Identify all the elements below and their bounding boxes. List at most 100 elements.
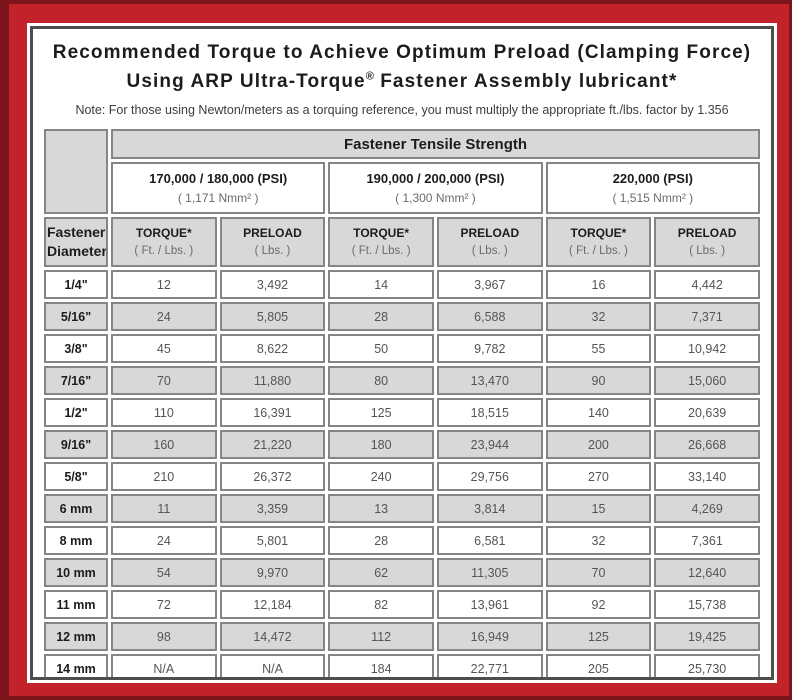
preload-value-cell: 21,220 xyxy=(219,430,326,459)
nmm-label: ( 1,171 Nmm² ) xyxy=(177,191,259,206)
preload-value-cell: 4,269 xyxy=(654,494,760,523)
psi-group-190-200: 190,000 / 200,000 (PSI) ( 1,300 Nmm² ) xyxy=(328,162,543,214)
torque-value-cell: 160 xyxy=(111,430,217,459)
torque-value-cell: 110 xyxy=(111,398,217,427)
preload-value-cell: 29,756 xyxy=(436,462,543,491)
torque-value-cell: 92 xyxy=(545,590,652,619)
torque-value-cell: 62 xyxy=(328,558,434,587)
fastener-diameter-cell: 7/16" xyxy=(44,366,108,395)
torque-value-cell: 72 xyxy=(111,590,217,619)
preload-value-cell: 22,771 xyxy=(436,654,543,677)
torque-value-cell: N/A xyxy=(111,654,217,677)
psi-group-220: 220,000 (PSI) ( 1,515 Nmm² ) xyxy=(545,162,760,214)
preload-value-cell: 7,361 xyxy=(654,526,760,555)
torque-value-cell: 55 xyxy=(545,334,652,363)
preload-value-cell: 11,305 xyxy=(436,558,543,587)
preload-value-cell: 9,970 xyxy=(219,558,326,587)
psi-label: 220,000 (PSI) xyxy=(612,170,693,186)
torque-value-cell: 45 xyxy=(111,334,217,363)
fastener-diameter-cell: 12 mm xyxy=(44,622,108,651)
nmm-label: ( 1,515 Nmm² ) xyxy=(612,191,694,206)
torque-value-cell: 70 xyxy=(545,558,652,587)
fastener-diameter-cell: 8 mm xyxy=(44,526,108,555)
conversion-note: Note: For those using Newton/meters as a… xyxy=(75,103,729,117)
preload-value-cell: 3,967 xyxy=(436,270,543,299)
torque-value-cell: 140 xyxy=(545,398,652,427)
torque-value-cell: 125 xyxy=(545,622,652,651)
preload-value-cell: 9,782 xyxy=(436,334,543,363)
torque-value-cell: 98 xyxy=(111,622,217,651)
torque-value-cell: 240 xyxy=(328,462,434,491)
torque-value-cell: 82 xyxy=(328,590,434,619)
white-rim: Recommended Torque to Achieve Optimum Pr… xyxy=(27,23,777,683)
torque-value-cell: 28 xyxy=(328,526,434,555)
title-line-2: Using ARP Ultra-Torque® Fastener Assembl… xyxy=(126,70,678,92)
torque-value-cell: 184 xyxy=(328,654,434,677)
preload-value-cell: 11,880 xyxy=(219,366,326,395)
column-header-row: Fastener Diameter TORQUE* ( Ft. / Lbs. )… xyxy=(44,217,760,267)
torque-value-cell: 90 xyxy=(545,366,652,395)
preload-value-cell: 10,942 xyxy=(654,334,760,363)
psi-label: 190,000 / 200,000 (PSI) xyxy=(366,170,505,186)
torque-value-cell: 13 xyxy=(328,494,434,523)
fastener-diameter-header: Fastener Diameter xyxy=(44,217,108,267)
preload-value-cell: 6,588 xyxy=(436,302,543,331)
fastener-diameter-cell: 6 mm xyxy=(44,494,108,523)
preload-value-cell: 5,805 xyxy=(219,302,326,331)
table-row: 14 mm N/A N/A 184 22,771 205 25,730 xyxy=(44,654,760,677)
preload-value-cell: 15,060 xyxy=(654,366,760,395)
torque-value-cell: 32 xyxy=(545,526,652,555)
table-row: 7/16" 70 11,880 80 13,470 90 15,060 xyxy=(44,366,760,395)
table-row: 5/8" 210 26,372 240 29,756 270 33,140 xyxy=(44,462,760,491)
torque-column-header: TORQUE* ( Ft. / Lbs. ) xyxy=(111,217,217,267)
psi-label: 170,000 / 180,000 (PSI) xyxy=(149,170,288,186)
torque-column-header: TORQUE* ( Ft. / Lbs. ) xyxy=(545,217,652,267)
preload-value-cell: 6,581 xyxy=(436,526,543,555)
preload-value-cell: 18,515 xyxy=(436,398,543,427)
torque-spec-table: Fastener Tensile Strength 170,000 / 180,… xyxy=(41,126,763,677)
fastener-diameter-cell: 14 mm xyxy=(44,654,108,677)
torque-value-cell: 112 xyxy=(328,622,434,651)
table-row: 9/16" 160 21,220 180 23,944 200 26,668 xyxy=(44,430,760,459)
preload-column-header: PRELOAD ( Lbs. ) xyxy=(654,217,760,267)
torque-value-cell: 15 xyxy=(545,494,652,523)
registered-trademark-symbol: ® xyxy=(365,70,374,83)
torque-value-cell: 210 xyxy=(111,462,217,491)
torque-value-cell: 54 xyxy=(111,558,217,587)
table-row: 12 mm 98 14,472 112 16,949 125 19,425 xyxy=(44,622,760,651)
fastener-diameter-cell: 9/16" xyxy=(44,430,108,459)
torque-value-cell: 205 xyxy=(545,654,652,677)
torque-column-header: TORQUE* ( Ft. / Lbs. ) xyxy=(328,217,434,267)
table-row: 1/4" 12 3,492 14 3,967 16 4,442 xyxy=(44,270,760,299)
torque-value-cell: 32 xyxy=(545,302,652,331)
torque-value-cell: 12 xyxy=(111,270,217,299)
fastener-diameter-cell: 1/2" xyxy=(44,398,108,427)
torque-value-cell: 70 xyxy=(111,366,217,395)
preload-value-cell: 13,961 xyxy=(436,590,543,619)
preload-value-cell: 15,738 xyxy=(654,590,760,619)
preload-value-cell: 26,372 xyxy=(219,462,326,491)
nmm-label: ( 1,300 Nmm² ) xyxy=(395,191,476,206)
preload-value-cell: 25,730 xyxy=(654,654,760,677)
data-rows: 1/4" 12 3,492 14 3,967 16 4,442 5/16" 24 5,805 28 6… xyxy=(44,270,760,677)
torque-value-cell: 80 xyxy=(328,366,434,395)
preload-value-cell: 3,359 xyxy=(219,494,326,523)
preload-value-cell: 7,371 xyxy=(654,302,760,331)
torque-value-cell: 180 xyxy=(328,430,434,459)
fastener-diameter-cell: 1/4" xyxy=(44,270,108,299)
table-row: 1/2" 110 16,391 125 18,515 140 20,639 xyxy=(44,398,760,427)
preload-value-cell: N/A xyxy=(219,654,326,677)
page-title: Recommended Torque to Achieve Optimum Pr… xyxy=(41,39,763,96)
psi-group-row: 170,000 / 180,000 (PSI) ( 1,171 Nmm² ) 1… xyxy=(44,162,760,214)
preload-value-cell: 12,184 xyxy=(219,590,326,619)
torque-value-cell: 11 xyxy=(111,494,217,523)
preload-column-header: PRELOAD ( Lbs. ) xyxy=(219,217,326,267)
blank-corner-cell xyxy=(44,129,108,214)
preload-value-cell: 12,640 xyxy=(654,558,760,587)
tensile-strength-row: Fastener Tensile Strength xyxy=(44,129,760,214)
table-row: 8 mm 24 5,801 28 6,581 32 7,361 xyxy=(44,526,760,555)
table-row: 3/8" 45 8,622 50 9,782 55 10,942 xyxy=(44,334,760,363)
preload-value-cell: 20,639 xyxy=(654,398,760,427)
torque-value-cell: 16 xyxy=(545,270,652,299)
